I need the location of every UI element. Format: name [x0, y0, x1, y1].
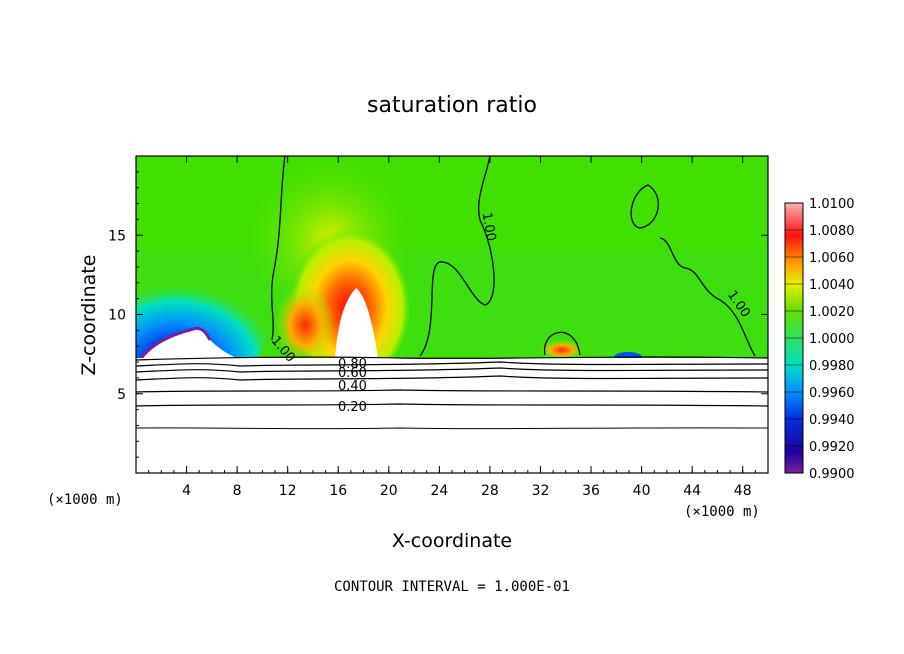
x-tick-label: 40: [633, 483, 651, 499]
colorbar-label: 0.9980: [809, 359, 855, 374]
chart-title: saturation ratio: [367, 93, 537, 118]
x-tick-label: 44: [683, 483, 701, 499]
x-tick-label: 28: [481, 483, 499, 499]
contour-100-b: [419, 156, 495, 357]
contour-100-d: [659, 237, 756, 357]
contour-label: 0.60: [338, 366, 367, 381]
plot-area: [136, 156, 768, 473]
contour-100-a: [271, 156, 286, 341]
x-axis: 4 8 12 16 20 24 28 32 36 40 44 48: [148, 156, 756, 499]
contour-layer-7: [136, 427, 768, 430]
cold-core: [140, 328, 240, 360]
y-tick-label: 10: [108, 308, 126, 324]
contour-layer-1: [136, 356, 768, 361]
colorbar-label: 1.0000: [809, 332, 855, 347]
y-tick-label: 15: [108, 228, 126, 244]
plume-core: [335, 288, 378, 358]
contour-100-c: [630, 184, 659, 229]
x-tick-label: 32: [532, 483, 550, 499]
x-tick-label: 4: [182, 483, 191, 499]
contour-label: 1.00: [479, 211, 499, 242]
x-tick-label: 12: [279, 483, 297, 499]
colorbar-label: 1.0020: [809, 305, 855, 320]
cold-rim: [138, 326, 212, 361]
x-tick-label: 16: [329, 483, 347, 499]
colorbar-ticks: 1.0100 1.0080 1.0060 1.0040 1.0020 1.0000 0.99…: [785, 197, 855, 482]
contour-layer-2: [136, 361, 768, 367]
y-axis: 5 10 15: [108, 171, 768, 458]
colorbar-label: 1.0080: [809, 224, 855, 239]
colorbar-label: 1.0040: [809, 278, 855, 293]
y-unit-label: (×1000 m): [47, 492, 123, 508]
contour-label: 0.40: [338, 379, 367, 394]
x-tick-label: 20: [380, 483, 398, 499]
x-tick-label: 48: [734, 483, 752, 499]
contour-layer-6: [136, 403, 768, 407]
x-axis-label: X-coordinate: [392, 530, 512, 552]
colorbar-label: 0.9960: [809, 386, 855, 401]
contour-interval-note: CONTOUR INTERVAL = 1.000E-01: [334, 579, 570, 595]
x-tick-label: 24: [430, 483, 448, 499]
colorbar-label: 1.0060: [809, 251, 855, 266]
y-tick-label: 5: [117, 387, 126, 403]
colorbar-label: 0.9900: [809, 467, 855, 482]
x-unit-label: (×1000 m): [684, 504, 760, 520]
contour-100-e: [543, 331, 581, 356]
y-axis-label: Z-coordinate: [78, 255, 100, 376]
contour-layer-4: [136, 375, 768, 381]
x-tick-label: 8: [233, 483, 242, 499]
lower-region: [136, 358, 768, 473]
x-tick-label: 36: [582, 483, 600, 499]
colorbar-label: 1.0100: [809, 197, 855, 212]
colorbar-label: 0.9940: [809, 413, 855, 428]
contour-label: 0.20: [338, 400, 367, 415]
contour-layer-3: [136, 367, 768, 373]
contour-label: 0.80: [338, 357, 367, 372]
colorbar-label: 0.9920: [809, 440, 855, 455]
contour-layer-5: [136, 389, 768, 393]
warm-patch: [540, 340, 584, 360]
plume-left: [275, 285, 335, 365]
